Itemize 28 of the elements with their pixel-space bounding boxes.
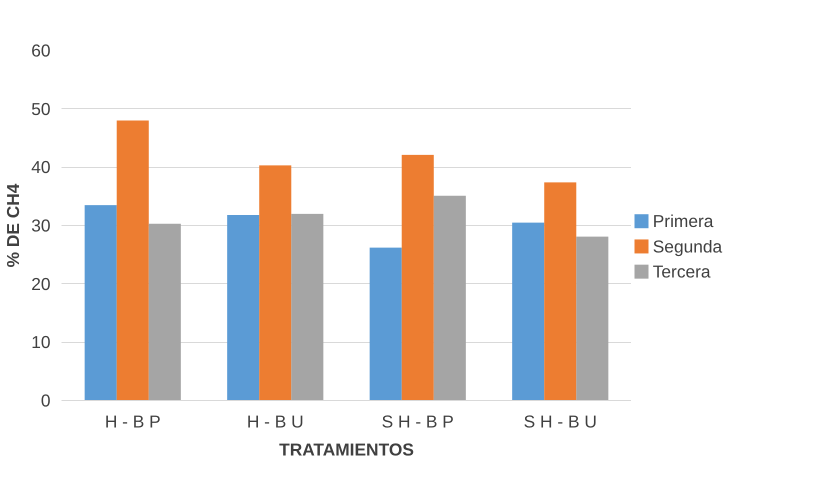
- bar: [370, 248, 402, 400]
- bar: [148, 224, 181, 400]
- bar: [84, 205, 117, 400]
- legend-label: Tercera: [652, 262, 711, 282]
- y-tick-label: 60: [31, 40, 51, 60]
- y-tick-label: 20: [31, 274, 51, 294]
- legend-label: Primera: [652, 211, 714, 232]
- bar: [576, 236, 608, 400]
- x-tick-label: H - B P: [104, 412, 161, 432]
- bar: [402, 154, 434, 400]
- bar: [291, 214, 324, 400]
- y-tick-label: 10: [31, 332, 51, 352]
- x-tick-label: H - B U: [246, 412, 304, 432]
- bar: [116, 120, 149, 400]
- y-tick-label: 0: [40, 390, 51, 410]
- y-tick-label: 50: [31, 98, 51, 119]
- x-tick-label: S H - B P: [382, 412, 454, 432]
- legend-label: Segunda: [652, 236, 722, 256]
- bar: [434, 196, 466, 400]
- x-axis-title: TRATAMIENTOS: [279, 440, 414, 460]
- bar: [544, 182, 576, 400]
- x-tick-label: S H - B U: [524, 412, 597, 432]
- bar: [512, 222, 544, 400]
- y-tick-label: 40: [31, 157, 51, 178]
- bar: [259, 165, 292, 400]
- bar: [227, 215, 260, 400]
- y-axis-title: % DE CH4: [3, 183, 24, 268]
- y-tick-label: 30: [31, 216, 51, 236]
